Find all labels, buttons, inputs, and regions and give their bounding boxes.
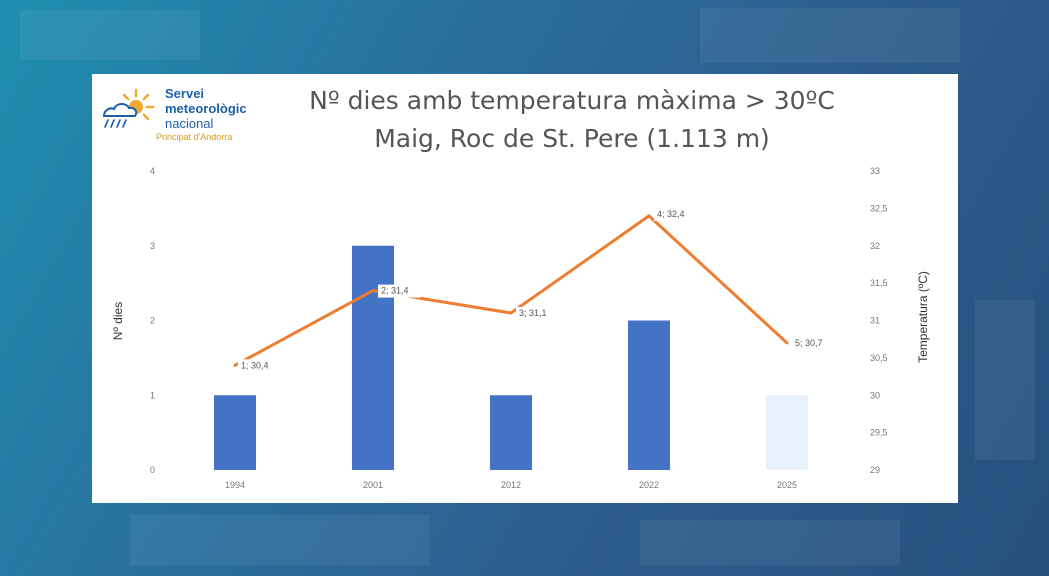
chart-card: Servei meteorològic nacional Principat d… bbox=[92, 74, 958, 503]
bar-1994 bbox=[214, 395, 256, 470]
data-label: 1; 30,4 bbox=[241, 360, 269, 370]
background-tile bbox=[975, 300, 1035, 460]
y-right-tick-label: 31,5 bbox=[870, 278, 888, 288]
temperature-point-2022 bbox=[647, 214, 651, 218]
chart-subtitle: Maig, Roc de St. Pere (1.113 m) bbox=[374, 124, 770, 153]
y-tick-label: 0 bbox=[150, 465, 155, 475]
temperature-point-1994 bbox=[233, 363, 237, 367]
y-right-tick-label: 30 bbox=[870, 390, 880, 400]
data-label-bg bbox=[792, 336, 835, 350]
data-label-bg bbox=[654, 207, 697, 221]
data-label-bg bbox=[378, 284, 421, 298]
sun-cloud-rain-icon bbox=[102, 88, 155, 128]
y-tick-label: 3 bbox=[150, 241, 155, 251]
chart-title: Nº dies amb temperatura màxima > 30ºC bbox=[309, 86, 835, 115]
temperature-point-2012 bbox=[509, 311, 513, 315]
logo-subtitle: Principat d'Andorra bbox=[156, 132, 233, 142]
logo: Servei meteorològic nacional Principat d… bbox=[98, 82, 248, 146]
x-tick-label: 2001 bbox=[363, 480, 383, 490]
x-tick-label: 2025 bbox=[777, 480, 797, 490]
bar-2025 bbox=[766, 395, 808, 470]
background-tile bbox=[130, 515, 430, 565]
logo-line-3: nacional bbox=[165, 116, 214, 131]
data-label-bg bbox=[238, 359, 281, 373]
data-label: 3; 31,1 bbox=[519, 308, 547, 318]
x-tick-label: 2022 bbox=[639, 480, 659, 490]
y-right-tick-label: 29,5 bbox=[870, 428, 888, 438]
bar-2022 bbox=[628, 320, 670, 470]
y-right-tick-label: 29 bbox=[870, 465, 880, 475]
y-right-tick-label: 32 bbox=[870, 241, 880, 251]
data-label: 4; 32,4 bbox=[657, 209, 685, 219]
bar-2001 bbox=[352, 245, 394, 470]
y-right-tick-label: 31 bbox=[870, 316, 880, 326]
y-right-tick-label: 32,5 bbox=[870, 203, 888, 213]
background-tile bbox=[700, 8, 960, 63]
temperature-point-2001 bbox=[371, 289, 375, 293]
y-right-tick-label: 30,5 bbox=[870, 353, 888, 363]
logo-line-2: meteorològic bbox=[165, 101, 247, 116]
logo-line-1: Servei bbox=[165, 86, 205, 101]
x-tick-label: 2012 bbox=[501, 480, 521, 490]
background-tile bbox=[20, 10, 200, 60]
data-label-bg bbox=[516, 307, 559, 321]
bar-2012 bbox=[490, 395, 532, 470]
temperature-line bbox=[234, 214, 789, 367]
y-right-tick-label: 33 bbox=[870, 166, 880, 176]
data-label: 5; 30,7 bbox=[795, 338, 823, 348]
y-tick-label: 4 bbox=[150, 166, 155, 176]
x-tick-label: 1994 bbox=[225, 480, 245, 490]
data-label: 2; 31,4 bbox=[381, 286, 409, 296]
background-tile bbox=[640, 520, 900, 565]
y-axis-label: Nº dies bbox=[111, 302, 125, 340]
y-tick-label: 1 bbox=[150, 390, 155, 400]
temperature-point-2025 bbox=[785, 341, 789, 345]
chart-plot: 1; 30,4 2; 31,4 3; 31,1 4; 32,4 5; 30,7 0 1 2 3… bbox=[111, 166, 930, 490]
y-tick-label: 2 bbox=[150, 316, 155, 326]
logo-text: Servei meteorològic nacional bbox=[165, 86, 247, 131]
y-right-axis-label: Temperatura (ºC) bbox=[916, 271, 930, 363]
